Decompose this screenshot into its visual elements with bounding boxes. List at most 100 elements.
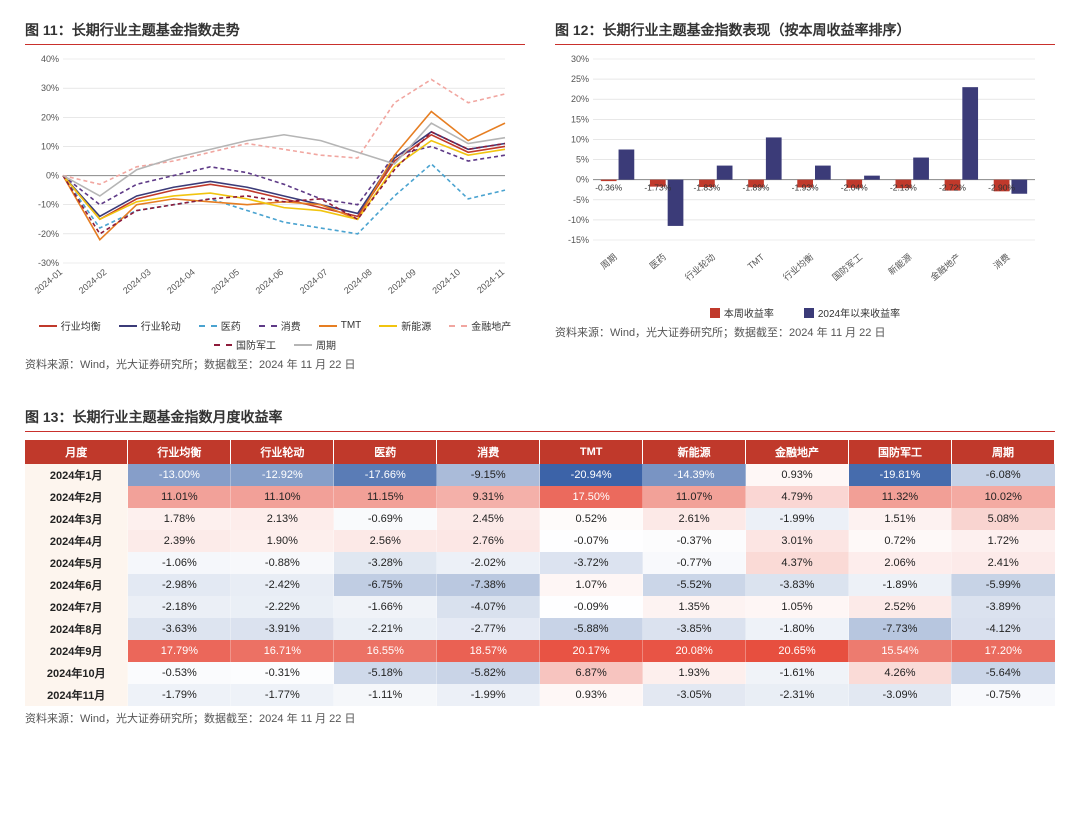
svg-text:2024-11: 2024-11: [475, 267, 506, 295]
fig12-chart: -15%-10%-5%0%5%10%15%20%25%30%-0.36%周期-1…: [555, 53, 1055, 320]
table-cell: -0.77%: [643, 552, 746, 574]
table-cell: 2.56%: [334, 530, 437, 552]
fig11-title: 图 11：长期行业主题基金指数走势: [25, 20, 525, 45]
legend-item: 行业轮动: [119, 318, 181, 333]
table-cell: 20.17%: [540, 640, 643, 662]
row-label: 2024年4月: [25, 530, 128, 552]
table-cell: -2.22%: [231, 596, 334, 618]
table-cell: 20.08%: [643, 640, 746, 662]
table-cell: 0.72%: [849, 530, 952, 552]
table-cell: 2.45%: [437, 508, 540, 530]
table-cell: -1.06%: [128, 552, 231, 574]
svg-text:10%: 10%: [41, 141, 59, 151]
table-cell: 0.52%: [540, 508, 643, 530]
table-row: 2024年11月-1.79%-1.77%-1.11%-1.99%0.93%-3.…: [25, 684, 1055, 706]
svg-text:2024-07: 2024-07: [298, 267, 330, 296]
svg-text:2024-09: 2024-09: [386, 267, 418, 296]
table-cell: 1.78%: [128, 508, 231, 530]
table-cell: -5.99%: [951, 574, 1054, 596]
table-cell: 2.06%: [849, 552, 952, 574]
svg-text:-2.72%: -2.72%: [939, 183, 966, 193]
table-cell: 17.20%: [951, 640, 1054, 662]
table-cell: 1.90%: [231, 530, 334, 552]
table-cell: 1.07%: [540, 574, 643, 596]
svg-text:消费: 消费: [991, 251, 1012, 271]
table-header: TMT: [540, 440, 643, 464]
table-cell: -1.99%: [437, 684, 540, 706]
svg-text:-2.90%: -2.90%: [988, 183, 1015, 193]
table-cell: -1.79%: [128, 684, 231, 706]
fig13-title: 图 13：长期行业主题基金指数月度收益率: [25, 407, 1055, 432]
table-header: 医药: [334, 440, 437, 464]
table-cell: -5.64%: [951, 662, 1054, 684]
fig12-svg: -15%-10%-5%0%5%10%15%20%25%30%-0.36%周期-1…: [555, 53, 1045, 298]
legend-item: 本周收益率: [710, 305, 774, 320]
table-cell: -5.82%: [437, 662, 540, 684]
svg-text:周期: 周期: [599, 252, 619, 271]
table-cell: -2.02%: [437, 552, 540, 574]
svg-text:国防军工: 国防军工: [830, 251, 865, 283]
table-cell: 2.61%: [643, 508, 746, 530]
table-cell: -5.52%: [643, 574, 746, 596]
svg-text:30%: 30%: [41, 83, 59, 93]
table-cell: -9.15%: [437, 464, 540, 486]
svg-text:-1.89%: -1.89%: [743, 183, 770, 193]
fig13-source: 资料来源：Wind，光大证券研究所；数据截至：2024 年 11 月 22 日: [25, 710, 1055, 726]
table-row: 2024年2月11.01%11.10%11.15%9.31%17.50%11.0…: [25, 486, 1055, 508]
table-cell: 4.79%: [746, 486, 849, 508]
row-label: 2024年3月: [25, 508, 128, 530]
table-cell: 11.15%: [334, 486, 437, 508]
table-cell: 15.54%: [849, 640, 952, 662]
table-cell: -3.91%: [231, 618, 334, 640]
table-cell: 1.35%: [643, 596, 746, 618]
table-cell: -2.21%: [334, 618, 437, 640]
table-cell: -2.77%: [437, 618, 540, 640]
table-cell: -20.94%: [540, 464, 643, 486]
table-cell: 0.93%: [746, 464, 849, 486]
table-row: 2024年3月1.78%2.13%-0.69%2.45%0.52%2.61%-1…: [25, 508, 1055, 530]
table-cell: -0.09%: [540, 596, 643, 618]
table-cell: -1.99%: [746, 508, 849, 530]
svg-text:2024-04: 2024-04: [165, 267, 197, 296]
svg-text:-15%: -15%: [568, 235, 589, 245]
svg-text:20%: 20%: [571, 94, 589, 104]
svg-text:新能源: 新能源: [886, 251, 914, 277]
table-cell: 16.55%: [334, 640, 437, 662]
table-cell: -2.42%: [231, 574, 334, 596]
row-label: 2024年6月: [25, 574, 128, 596]
table-cell: -3.09%: [849, 684, 952, 706]
fig11-svg: -30%-20%-10%0%10%20%30%40%2024-012024-02…: [25, 53, 515, 313]
svg-text:15%: 15%: [571, 114, 589, 124]
fig11-legend: 行业均衡行业轮动医药消费TMT新能源金融地产国防军工周期: [25, 318, 525, 352]
table-cell: 9.31%: [437, 486, 540, 508]
fig12-title: 图 12：长期行业主题基金指数表现（按本周收益率排序）: [555, 20, 1055, 45]
row-label: 2024年8月: [25, 618, 128, 640]
table-cell: -4.07%: [437, 596, 540, 618]
svg-text:0%: 0%: [576, 175, 589, 185]
table-header: 行业轮动: [231, 440, 334, 464]
table-cell: -17.66%: [334, 464, 437, 486]
table-cell: 11.10%: [231, 486, 334, 508]
table-cell: 1.93%: [643, 662, 746, 684]
table-cell: -6.75%: [334, 574, 437, 596]
svg-text:-20%: -20%: [38, 229, 59, 239]
table-cell: 2.39%: [128, 530, 231, 552]
svg-text:2024-10: 2024-10: [430, 267, 462, 296]
svg-text:20%: 20%: [41, 112, 59, 122]
svg-text:40%: 40%: [41, 54, 59, 64]
table-cell: -13.00%: [128, 464, 231, 486]
table-cell: 17.79%: [128, 640, 231, 662]
table-header: 新能源: [643, 440, 746, 464]
svg-text:-10%: -10%: [38, 200, 59, 210]
table-row: 2024年7月-2.18%-2.22%-1.66%-4.07%-0.09%1.3…: [25, 596, 1055, 618]
table-row: 2024年8月-3.63%-3.91%-2.21%-2.77%-5.88%-3.…: [25, 618, 1055, 640]
table-cell: -4.12%: [951, 618, 1054, 640]
table-cell: -7.73%: [849, 618, 952, 640]
svg-text:-2.04%: -2.04%: [841, 183, 868, 193]
table-cell: 2.41%: [951, 552, 1054, 574]
table-cell: 6.87%: [540, 662, 643, 684]
svg-text:2024-01: 2024-01: [33, 267, 65, 296]
table-cell: -14.39%: [643, 464, 746, 486]
table-cell: -1.77%: [231, 684, 334, 706]
table-cell: 1.05%: [746, 596, 849, 618]
